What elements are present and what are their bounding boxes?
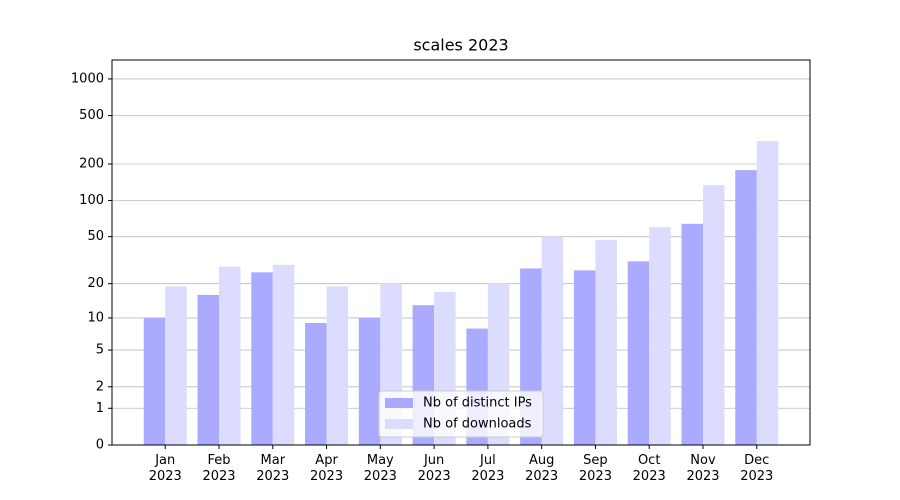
bar [702,185,725,446]
x-tick-label: Apr 2023 [310,453,344,484]
y-tick-label: 50 [87,229,104,244]
bar [165,286,187,445]
chart-title: scales 2023 [413,36,508,55]
x-tick-label: Jan 2023 [148,453,182,484]
y-tick-label: 1 [96,401,104,416]
y-tick-label: 5 [96,343,104,358]
y-tick-label: 500 [79,108,104,123]
legend-swatch [385,419,413,429]
x-tick-label: Aug 2023 [525,453,559,484]
bar [573,270,596,445]
x-tick-label: Dec 2023 [740,453,774,484]
bar [756,141,779,445]
legend: Nb of distinct IPs Nb of downloads [378,390,544,438]
x-tick-label: May 2023 [363,453,397,484]
bar [272,264,295,445]
bar [326,286,349,445]
x-tick-label: Jul 2023 [471,453,505,484]
bar [251,272,273,445]
legend-box [378,390,544,438]
y-tick-label: 200 [79,157,104,172]
bar [595,239,617,445]
y-tick-label: 2 [96,379,104,394]
y-tick-label: 100 [79,193,104,208]
x-tick-label: Nov 2023 [686,453,720,484]
bar [219,266,241,445]
bar [649,227,671,445]
y-tick-label: 0 [96,438,104,453]
x-tick-label: Sep 2023 [578,453,612,484]
bar [541,236,564,445]
y-tick-label: 20 [87,276,104,291]
y-tick-label: 10 [87,310,104,325]
x-tick-label: Mar 2023 [256,453,290,484]
x-tick-label: Feb 2023 [202,453,236,484]
bar [735,170,757,446]
bar [305,322,327,445]
bar [627,261,650,445]
x-tick-label: Oct 2023 [632,453,666,484]
legend-label: Nb of distinct IPs [423,396,532,411]
legend-label: Nb of downloads [423,417,532,432]
y-tick-label: 1000 [71,71,104,86]
bar [681,223,703,445]
bar [143,317,166,445]
bar [358,317,381,445]
bar [197,294,220,445]
plot-frame [111,59,811,446]
x-tick-label: Jun 2023 [417,453,451,484]
legend-swatch [385,398,413,408]
